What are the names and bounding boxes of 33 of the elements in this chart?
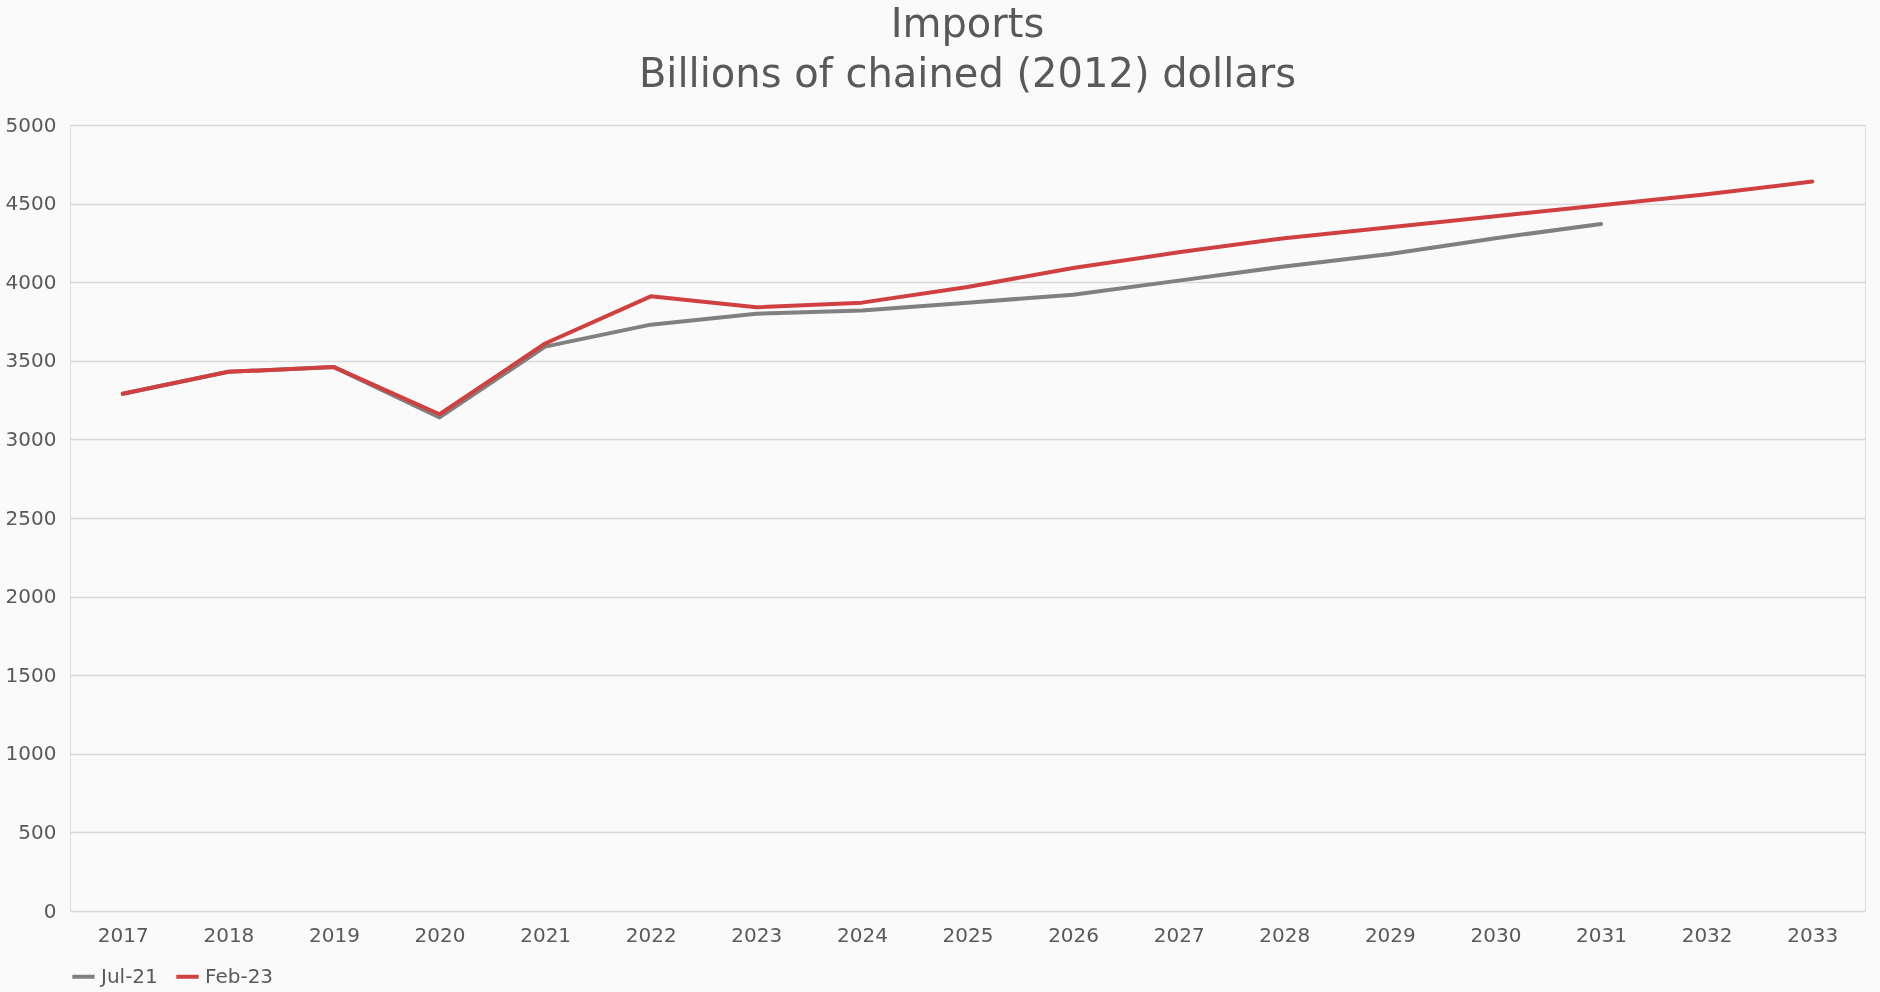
y-tick-label: 2500 [5,505,57,530]
x-tick-label: 2031 [1576,922,1627,947]
y-tick-label: 500 [18,819,57,844]
x-tick-label: 2030 [1470,922,1522,947]
x-tick-label: 2021 [520,922,572,947]
y-tick-label: 2000 [5,584,57,609]
x-tick-label: 2024 [836,922,888,947]
y-tick-label: 4000 [5,269,57,294]
x-tick-label: 2029 [1364,922,1416,947]
x-tick-label: 2028 [1259,922,1311,947]
x-tick-label: 2025 [942,922,994,947]
y-tick-label: 1000 [5,741,57,766]
x-tick-label: 2032 [1681,922,1733,947]
x-tick-label: 2027 [1153,922,1205,947]
x-tick-label: 2022 [625,922,677,947]
x-tick-label: 2017 [97,922,149,947]
y-tick-label: 3000 [5,426,57,451]
line-series [120,179,1815,417]
x-tick-label: 2018 [203,922,255,947]
x-tick-label: 2026 [1048,922,1100,947]
x-tick-label: 2020 [414,922,466,947]
y-tick-label: 0 [43,898,57,923]
y-tick-label: 1500 [5,662,57,687]
chart-title: Imports [890,0,1045,46]
y-tick-label: 4500 [5,191,57,216]
x-tick-label: 2019 [309,922,360,947]
x-tick-label: 2033 [1787,922,1839,947]
legend-label: Feb-23 [205,963,274,988]
chart-subtitle: Billions of chained (2012) dollars [638,50,1297,96]
y-tick-label: 5000 [5,112,57,137]
legend-label: Jul-21 [99,963,158,988]
x-tick-label: 2023 [731,922,783,947]
y-tick-label: 3500 [5,348,57,373]
